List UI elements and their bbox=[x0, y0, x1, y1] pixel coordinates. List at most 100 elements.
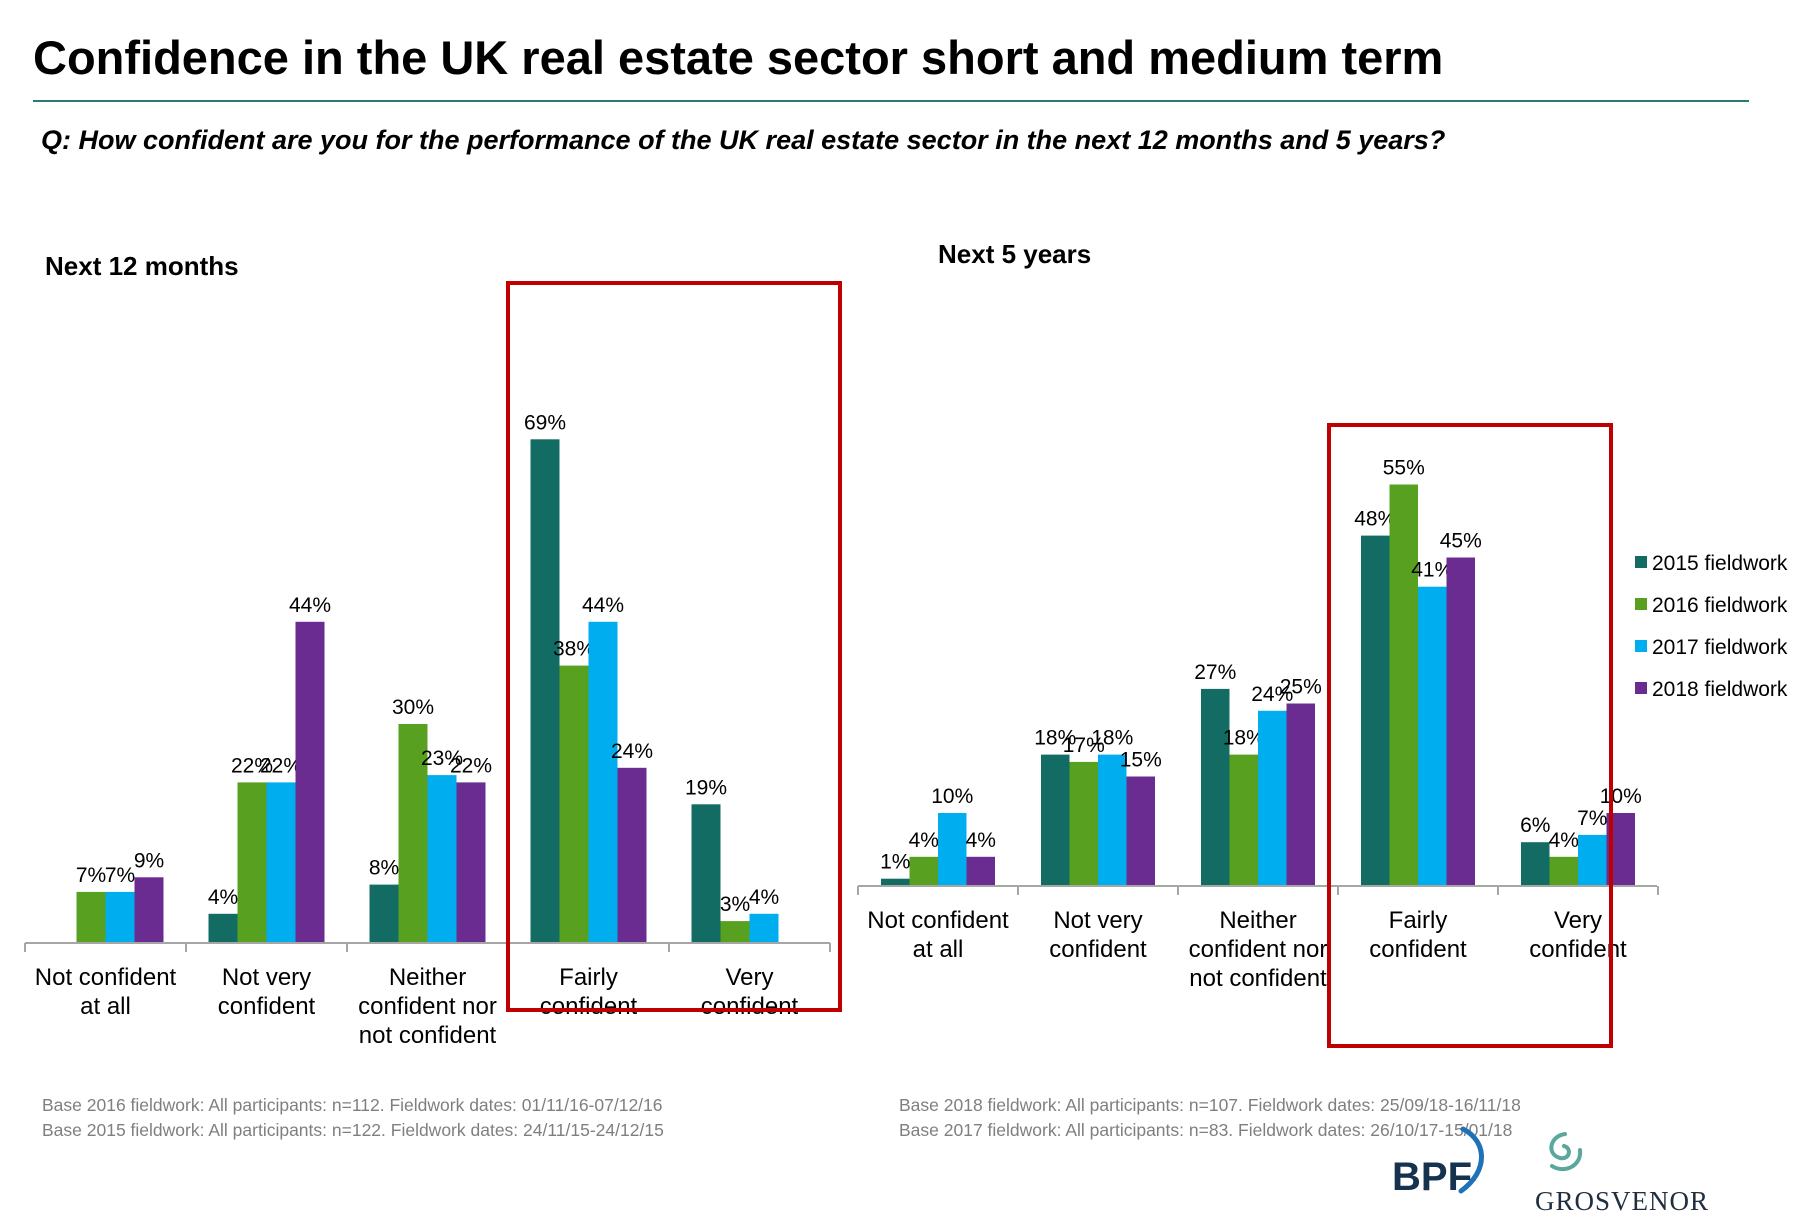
bar-2018-fieldwork-fairly-confident bbox=[1446, 557, 1475, 886]
legend-swatch-2017-fieldwork bbox=[1635, 640, 1647, 652]
bpf-logo-arc-icon bbox=[1458, 1126, 1484, 1194]
data-label: 4% bbox=[749, 886, 779, 909]
bar-2017-fieldwork-fairly-confident bbox=[1418, 586, 1447, 886]
category-label-line: at all bbox=[913, 936, 964, 963]
legend-swatch-2016-fieldwork bbox=[1635, 598, 1647, 610]
legend-swatch-2015-fieldwork bbox=[1635, 556, 1647, 568]
bar-2015-fieldwork-not-very-confident bbox=[208, 913, 238, 943]
highlight-box bbox=[506, 281, 842, 1012]
data-label: 4% bbox=[909, 829, 939, 852]
data-label: 1% bbox=[880, 851, 910, 874]
data-label: 17% bbox=[1063, 734, 1105, 757]
chart-title: Next 5 years bbox=[938, 239, 1091, 269]
category-label-not-very-confident: Not very confident bbox=[1049, 907, 1147, 963]
highlight-box bbox=[1327, 423, 1613, 1048]
category-label-line: Not confident bbox=[867, 907, 1009, 934]
chart-title: Next 12 months bbox=[45, 251, 239, 281]
bar-2017-fieldwork-not-very-confident bbox=[266, 782, 296, 943]
data-label: 18% bbox=[1223, 727, 1265, 750]
title-divider bbox=[33, 100, 1749, 102]
bar-2016-fieldwork-not-very-confident bbox=[237, 782, 267, 943]
data-label: 30% bbox=[392, 696, 434, 719]
bar-2018-fieldwork-fairly-confident bbox=[617, 767, 647, 943]
data-label: 23% bbox=[421, 747, 463, 770]
bar-2017-fieldwork-not-confident-at-all bbox=[938, 813, 967, 886]
category-label-line: Neither bbox=[389, 964, 466, 991]
bar-2017-fieldwork-not-confident-at-all bbox=[105, 891, 135, 943]
data-label: 19% bbox=[685, 776, 727, 799]
data-label: 7% bbox=[1577, 807, 1607, 830]
data-label: 6% bbox=[1520, 814, 1550, 837]
bar-2015-fieldwork-very-confident bbox=[691, 804, 721, 943]
bar-2015-fieldwork-not-confident-at-all bbox=[881, 878, 910, 886]
bpf-logo: BPF bbox=[1392, 1155, 1472, 1199]
bar-2018-fieldwork-neither-confident-nor-not-confident bbox=[456, 782, 486, 943]
data-label: 3% bbox=[720, 893, 750, 916]
category-label-not-confident-at-all: Not confident at all bbox=[867, 907, 1009, 963]
legend-swatch-2018-fieldwork bbox=[1635, 682, 1647, 694]
bar-2018-fieldwork-not-confident-at-all bbox=[966, 856, 995, 886]
data-label: 69% bbox=[524, 411, 566, 434]
bar-2018-fieldwork-not-very-confident bbox=[295, 621, 325, 943]
grosvenor-logo-swirl-icon bbox=[1549, 1132, 1583, 1172]
category-label-line: not confident bbox=[359, 1022, 497, 1049]
data-label: 18% bbox=[1091, 727, 1133, 750]
category-label-line: Not confident bbox=[35, 964, 177, 991]
legend: 2015 fieldwork 2016 fieldwork 2017 fieldwo… bbox=[1635, 552, 1788, 701]
bar-2015-fieldwork-fairly-confident bbox=[1361, 535, 1390, 886]
bar-2016-fieldwork-not-confident-at-all bbox=[76, 891, 106, 943]
bar-2016-fieldwork-fairly-confident bbox=[559, 665, 589, 943]
bar-2016-fieldwork-very-confident bbox=[1549, 856, 1578, 886]
bar-2017-fieldwork-neither-confident-nor-not-confident bbox=[427, 775, 457, 943]
legend-label-2017-fieldwork: 2017 fieldwork bbox=[1652, 636, 1788, 659]
category-label-line: confident bbox=[540, 993, 638, 1020]
data-label: 9% bbox=[134, 849, 164, 872]
category-label-line: confident nor bbox=[358, 993, 497, 1020]
data-label: 22% bbox=[260, 754, 302, 777]
category-label-line: Very bbox=[725, 964, 773, 991]
data-label: 45% bbox=[1440, 530, 1482, 553]
bar-2017-fieldwork-fairly-confident bbox=[588, 621, 618, 943]
category-label-line: Fairly bbox=[1389, 907, 1448, 934]
data-label: 8% bbox=[369, 857, 399, 880]
bar-2017-fieldwork-very-confident bbox=[1578, 834, 1607, 886]
bar-2018-fieldwork-neither-confident-nor-not-confident bbox=[1286, 703, 1315, 886]
bar-2016-fieldwork-neither-confident-nor-not-confident bbox=[398, 724, 428, 943]
category-label-line: confident bbox=[701, 993, 799, 1020]
data-label: 27% bbox=[1194, 661, 1236, 684]
data-label: 55% bbox=[1383, 457, 1425, 480]
category-label-line: confident bbox=[1369, 936, 1467, 963]
legend-label-2018-fieldwork: 2018 fieldwork bbox=[1652, 678, 1788, 701]
category-label-line: confident nor bbox=[1189, 936, 1328, 963]
bar-2017-fieldwork-very-confident bbox=[749, 913, 779, 943]
slide-title: Confidence in the UK real estate sector … bbox=[33, 31, 1444, 84]
bar-2016-fieldwork-not-confident-at-all bbox=[909, 856, 938, 886]
category-label-neither-confident-nor-not-confident: Neither confident nor not confident bbox=[358, 964, 497, 1049]
data-label: 25% bbox=[1280, 676, 1322, 699]
legend-label-2015-fieldwork: 2015 fieldwork bbox=[1652, 552, 1788, 575]
data-label: 24% bbox=[1251, 683, 1293, 706]
bar-2016-fieldwork-not-very-confident bbox=[1069, 761, 1098, 886]
bar-2015-fieldwork-neither-confident-nor-not-confident bbox=[1201, 688, 1230, 886]
data-label: 4% bbox=[1549, 829, 1579, 852]
data-label: 7% bbox=[105, 864, 135, 887]
bar-2018-fieldwork-not-confident-at-all bbox=[134, 877, 164, 943]
category-label-not-very-confident: Not very confident bbox=[218, 964, 316, 1020]
base-note-2015: Base 2015 fieldwork: All participants: n… bbox=[42, 1120, 664, 1140]
bar-2017-fieldwork-not-very-confident bbox=[1098, 754, 1127, 886]
category-label-line: confident bbox=[218, 993, 316, 1020]
data-label: 15% bbox=[1120, 749, 1162, 772]
category-label-line: Fairly bbox=[559, 964, 618, 991]
data-label: 41% bbox=[1411, 559, 1453, 582]
survey-question: Q: How confident are you for the perform… bbox=[41, 125, 1446, 155]
data-label: 18% bbox=[1034, 727, 1076, 750]
base-note-2016: Base 2016 fieldwork: All participants: n… bbox=[42, 1095, 663, 1115]
bar-2016-fieldwork-fairly-confident bbox=[1389, 484, 1418, 886]
bar-2016-fieldwork-neither-confident-nor-not-confident bbox=[1229, 754, 1258, 886]
data-label: 10% bbox=[1600, 785, 1642, 808]
data-label: 44% bbox=[289, 594, 331, 617]
category-label-line: Not very bbox=[222, 964, 311, 991]
